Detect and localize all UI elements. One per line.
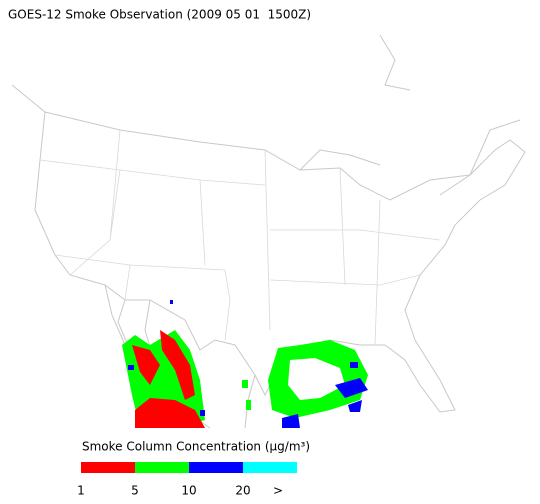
- legend-label: 10: [181, 484, 196, 498]
- legend-label: 20: [235, 484, 250, 498]
- legend-swatch: [135, 462, 189, 473]
- legend-label: 1: [77, 484, 85, 498]
- legend-swatch: [189, 462, 243, 473]
- legend-title: Smoke Column Concentration (μg/m³): [82, 440, 310, 454]
- legend-swatch: [243, 462, 297, 473]
- legend-label: >: [273, 484, 283, 498]
- legend-swatch: [81, 462, 135, 473]
- title: GOES-12 Smoke Observation (2009 05 01 15…: [8, 8, 311, 22]
- legend-label: 5: [131, 484, 139, 498]
- base-map: [11, 34, 526, 429]
- smoke-plumes: [122, 300, 368, 428]
